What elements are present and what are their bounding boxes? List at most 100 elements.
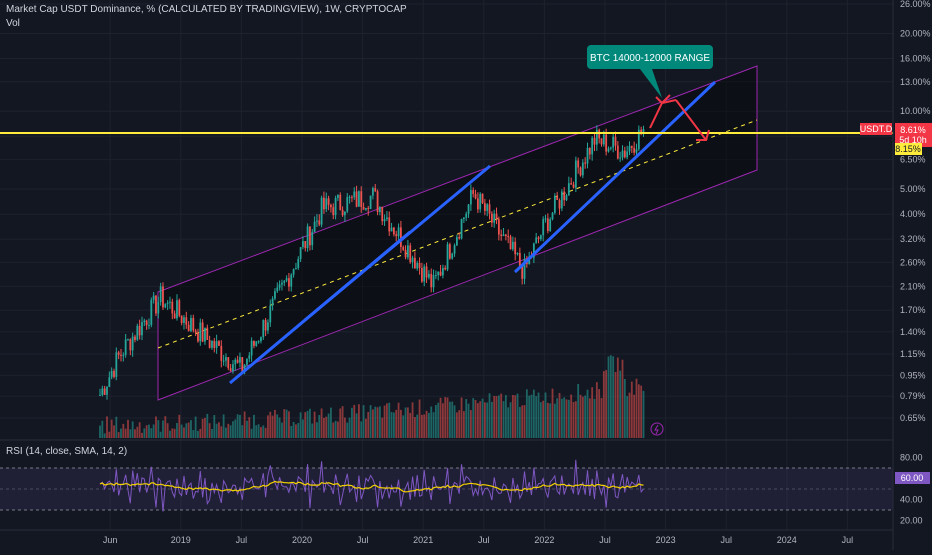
volume-bar	[393, 412, 395, 438]
price-tick-label: 5.00%	[900, 184, 926, 194]
candle-body	[607, 148, 610, 152]
candle-body	[185, 317, 188, 325]
volume-bar	[327, 413, 330, 438]
volume-bar	[253, 414, 255, 438]
volume-bar	[434, 404, 437, 438]
candle-body	[136, 325, 139, 340]
candle-body	[367, 207, 370, 209]
trendlines[interactable]	[229, 80, 717, 385]
volume-bar	[458, 410, 461, 438]
candle-body	[234, 359, 237, 365]
volume-bar	[302, 419, 304, 438]
candle-body	[593, 137, 596, 145]
candle-body	[432, 275, 435, 288]
volume-bar	[176, 423, 178, 438]
volume-bar	[234, 419, 237, 438]
target-arrows[interactable]	[649, 94, 710, 141]
rsi-value-tag[interactable]: 60.00	[895, 472, 930, 484]
price-tick-label: 4.00%	[900, 209, 926, 219]
candle-body	[281, 282, 283, 285]
volume-bar	[362, 405, 365, 438]
volume-bar	[194, 416, 197, 438]
candle-body	[635, 149, 638, 153]
price-tick-label: 1.40%	[900, 327, 926, 337]
volume-bar	[281, 422, 283, 438]
volume-bar	[481, 398, 484, 438]
annotation-callout[interactable]: BTC 14000-12000 RANGE	[587, 45, 713, 98]
candle-body	[486, 204, 489, 211]
candle-body	[220, 345, 223, 361]
time-tick-label: Jul	[236, 535, 248, 545]
volume-bar	[206, 413, 209, 438]
volume-bar	[612, 356, 615, 438]
volume-bar	[290, 425, 293, 438]
time-axis[interactable]: Jun 2019 Jul 2020 Jul 2021 Jul 2022 Jul 2023 Jul 20…	[103, 535, 853, 545]
candle-body	[124, 339, 127, 355]
volume-bar	[425, 410, 428, 438]
price-channel[interactable]	[157, 65, 758, 401]
volume-bar	[558, 392, 561, 438]
candle-body	[173, 313, 176, 319]
time-tick-label: Jul	[599, 535, 611, 545]
arrow-down-head	[696, 129, 710, 141]
volume-bar	[542, 400, 545, 438]
candle-body	[138, 325, 141, 336]
candle-body	[285, 278, 288, 281]
volume-bar	[509, 402, 512, 438]
volume-bar	[213, 415, 216, 438]
volume-bar	[579, 394, 582, 438]
candle-body	[150, 299, 153, 325]
volume-bar	[372, 409, 374, 438]
volume-bar	[619, 370, 622, 438]
candle-body	[192, 317, 195, 331]
volume-bar	[187, 422, 190, 438]
candle-body	[425, 266, 428, 278]
candle-body	[556, 195, 559, 201]
volume-bar	[306, 410, 309, 438]
candle-body	[383, 219, 386, 222]
candle-body	[400, 227, 402, 248]
time-tick-label: Jun	[103, 535, 118, 545]
volume-bar	[309, 408, 311, 438]
candle-body	[101, 388, 104, 395]
candle-body	[187, 324, 190, 332]
volume-bar	[236, 414, 239, 438]
candle-body	[374, 188, 377, 192]
volume-bar	[537, 392, 540, 438]
candle-body	[402, 247, 405, 250]
candle-body	[213, 340, 216, 348]
volume-bar	[220, 426, 223, 438]
time-tick-label: Jul	[720, 535, 732, 545]
price-axis[interactable]: 26.00%20.00%16.00%13.00%10.00%8.00%6.50%…	[900, 0, 931, 423]
volume-bar	[208, 423, 211, 438]
candle-body	[157, 302, 160, 314]
candle-body	[334, 198, 337, 216]
candle-body	[134, 336, 136, 340]
volume-bar	[346, 422, 349, 438]
candle-body	[99, 394, 101, 396]
volume-bar	[413, 417, 416, 438]
volume-bar	[437, 402, 440, 438]
volume-bar	[117, 432, 120, 438]
price-tick-label: 2.10%	[900, 281, 926, 291]
volume-bar	[467, 403, 470, 438]
candle-body	[563, 191, 566, 201]
volume-bar	[400, 409, 402, 438]
price-tick-label: 1.15%	[900, 349, 926, 359]
volume-bar	[530, 394, 533, 438]
candle-body	[553, 195, 556, 213]
volume-bar	[465, 399, 468, 438]
candle-body	[194, 330, 197, 333]
lightning-icon[interactable]	[650, 422, 664, 436]
channel-midline[interactable]	[157, 119, 758, 349]
volume-bar	[201, 418, 204, 438]
volume-bar	[404, 407, 407, 438]
candle-body	[577, 160, 580, 168]
candle-body	[276, 287, 279, 292]
rsi-axis[interactable]: 80.00 60.00 40.00 20.00	[900, 453, 923, 526]
candle-body	[619, 157, 622, 159]
volume-bar	[469, 410, 472, 438]
level-price-tag[interactable]: 8.15%	[895, 143, 922, 155]
